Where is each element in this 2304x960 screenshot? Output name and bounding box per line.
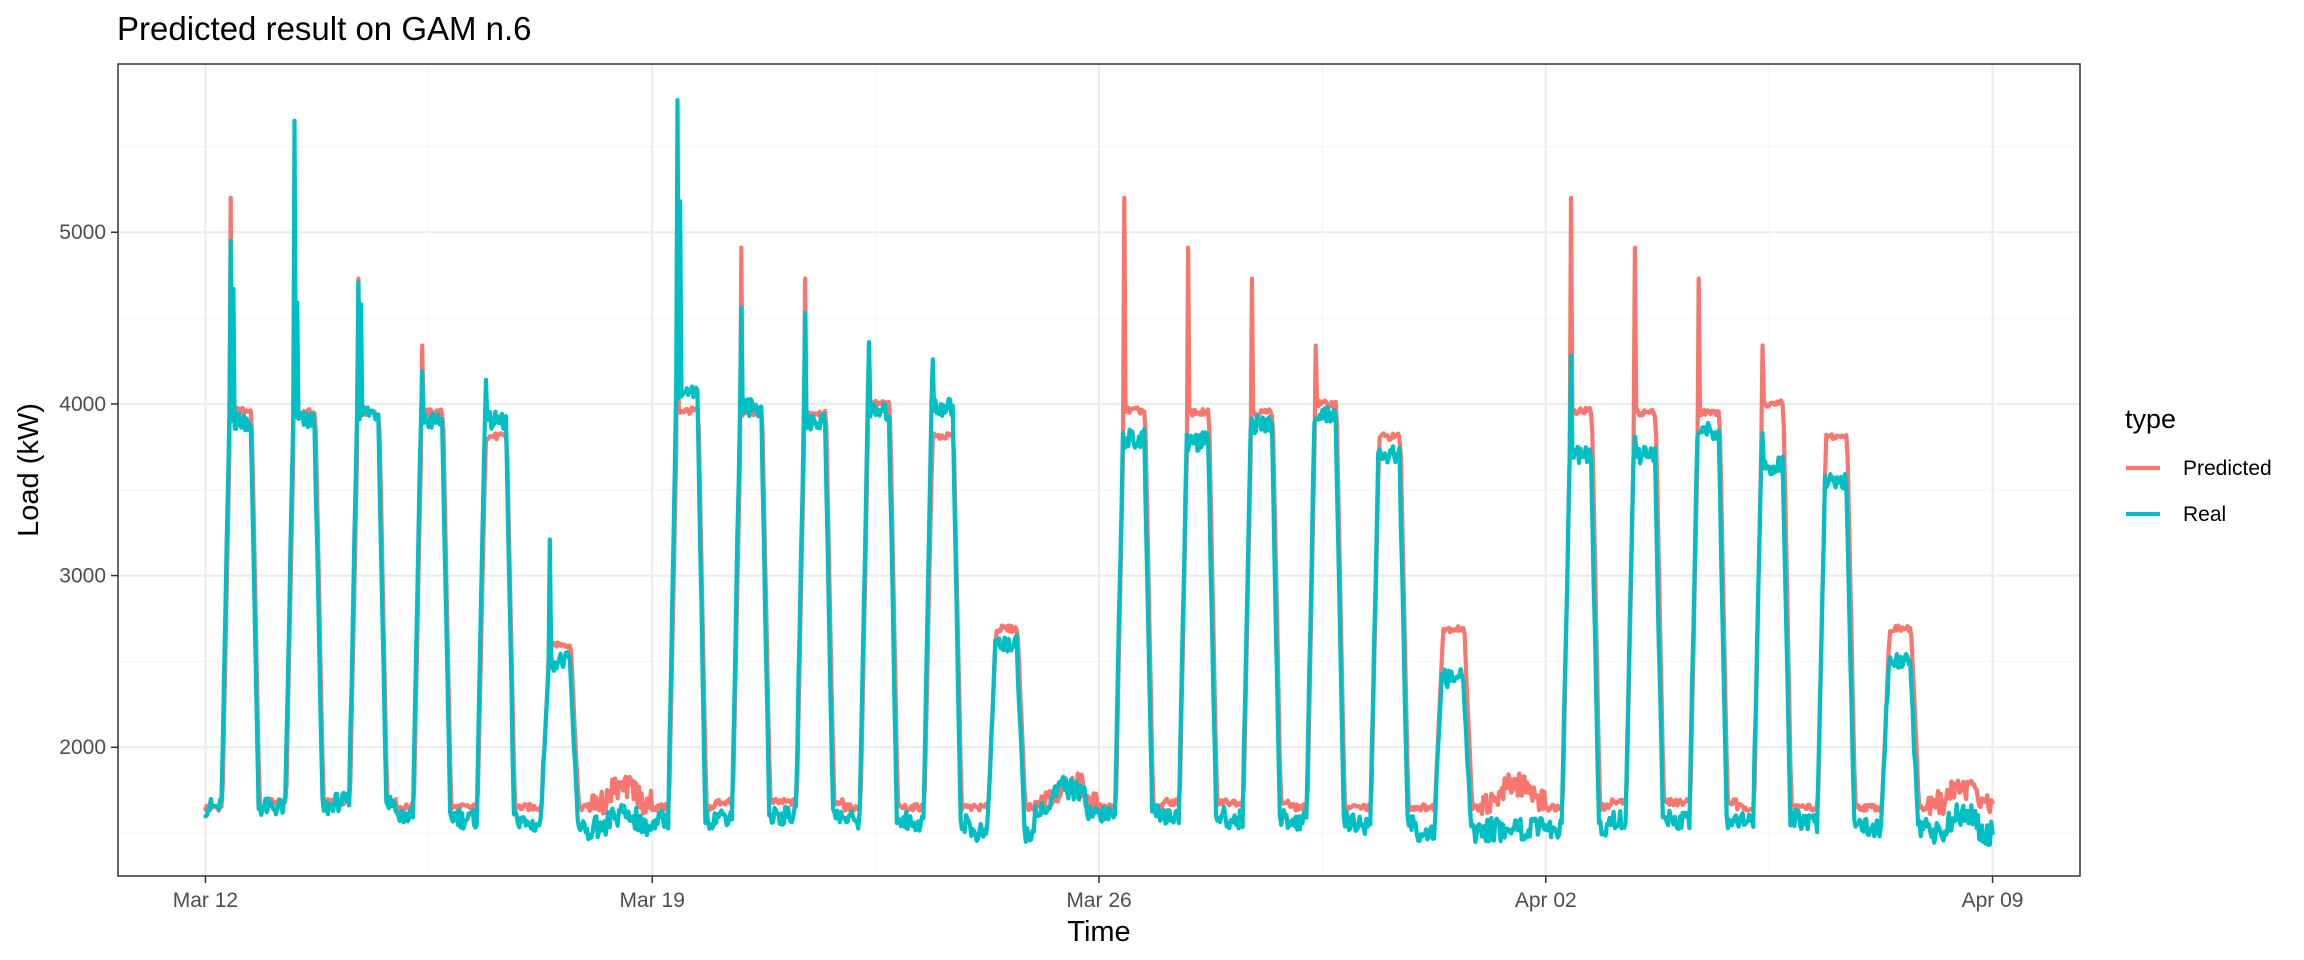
- chart-title: Predicted result on GAM n.6: [117, 10, 532, 47]
- y-axis: 2000 3000 4000 5000: [59, 221, 118, 759]
- y-axis-title: Load (kW): [13, 403, 45, 537]
- y-tick-label: 2000: [59, 736, 106, 759]
- series-line-real: [203, 98, 1995, 848]
- x-tick-label: Apr 09: [1962, 889, 2024, 912]
- x-axis-title: Time: [1067, 916, 1130, 948]
- x-tick-label: Apr 02: [1515, 889, 1577, 912]
- x-tick-label: Mar 19: [620, 889, 685, 912]
- y-tick-label: 5000: [59, 221, 106, 244]
- series-lines: [203, 98, 1995, 848]
- legend-label-real: Real: [2183, 503, 2226, 526]
- legend-items: Predicted Real: [2126, 457, 2272, 526]
- legend-title: type: [2125, 404, 2176, 434]
- x-tick-label: Mar 12: [173, 889, 238, 912]
- x-axis: Mar 12 Mar 19 Mar 26 Apr 02 Apr 09: [173, 876, 2024, 912]
- x-tick-label: Mar 26: [1066, 889, 1131, 912]
- y-tick-label: 3000: [59, 565, 106, 588]
- legend: type Predicted Real: [2125, 404, 2272, 526]
- legend-label-predicted: Predicted: [2183, 457, 2272, 480]
- y-tick-label: 4000: [59, 393, 106, 416]
